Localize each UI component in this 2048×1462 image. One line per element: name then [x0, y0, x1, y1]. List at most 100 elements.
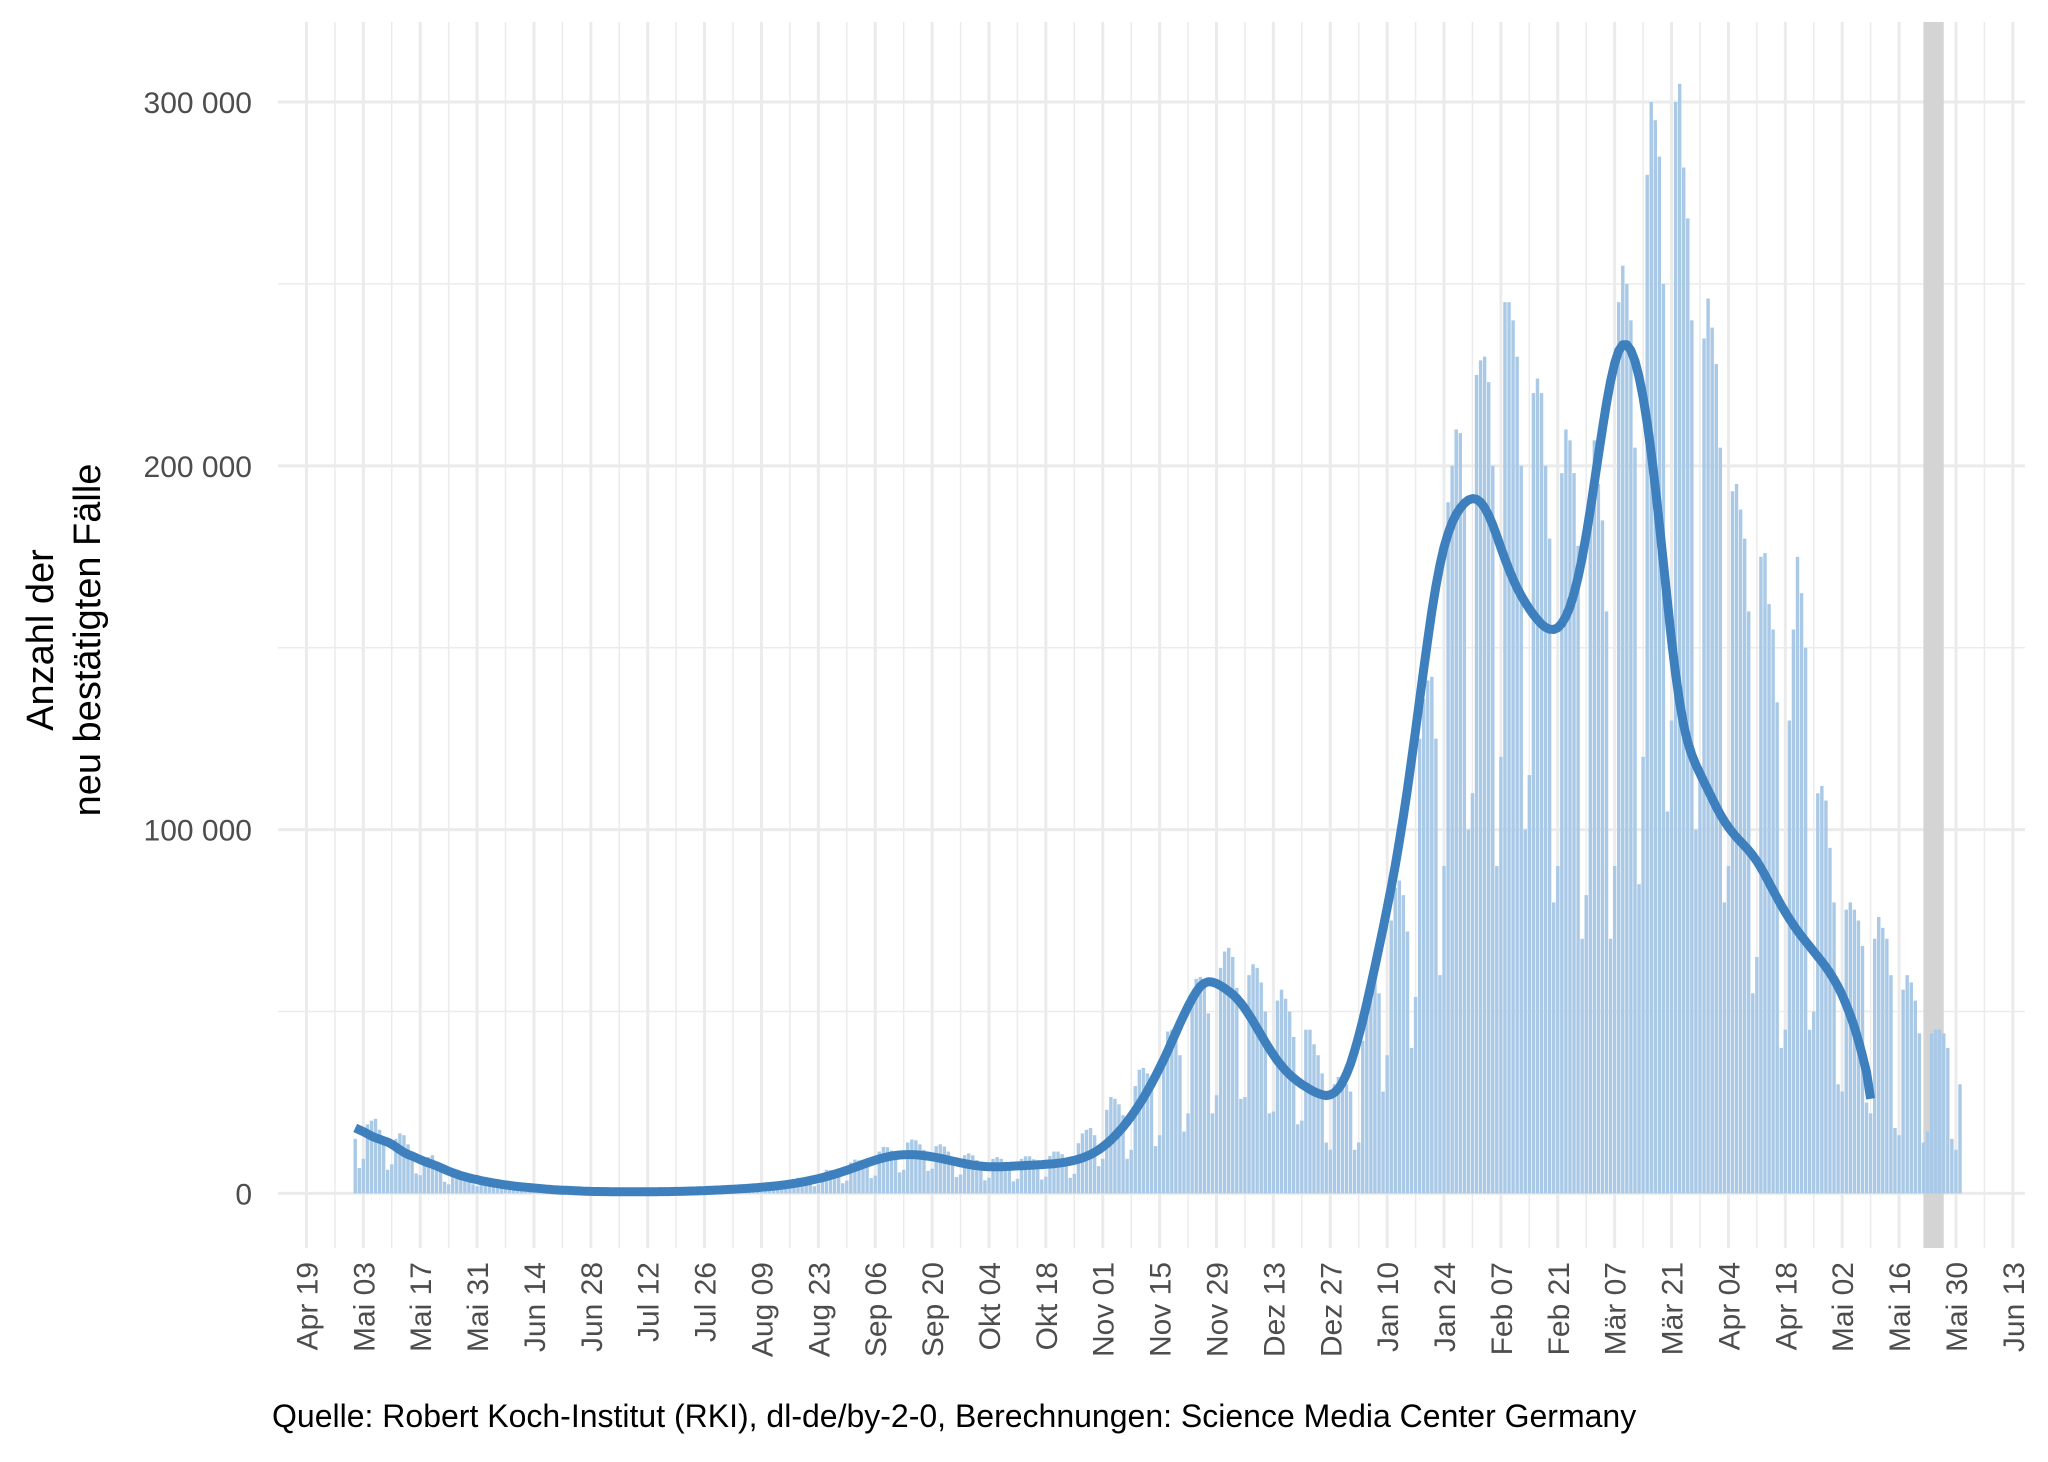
case-bar	[1369, 975, 1373, 1194]
case-bar	[1466, 829, 1471, 1194]
case-bar	[1816, 793, 1820, 1194]
case-bar	[414, 1173, 418, 1194]
case-bar	[1161, 1051, 1166, 1194]
x-tick-label: Okt 18	[1031, 1262, 1064, 1350]
case-bar	[1803, 647, 1808, 1194]
case-bar	[816, 1184, 821, 1194]
case-bar	[926, 1170, 930, 1194]
case-bar	[1133, 1086, 1137, 1194]
case-bar	[869, 1178, 873, 1194]
case-bar	[1893, 1127, 1897, 1194]
case-bar	[828, 1170, 833, 1194]
case-bar	[1702, 338, 1706, 1194]
x-tick-label: Sep 06	[860, 1262, 893, 1357]
case-bar	[1747, 611, 1751, 1194]
case-bar	[1787, 720, 1792, 1194]
case-bar	[1661, 283, 1666, 1194]
case-bar	[1836, 1084, 1840, 1194]
x-tick-label: Mär 21	[1657, 1262, 1690, 1355]
case-bar	[1596, 484, 1601, 1194]
case-bar	[1291, 1036, 1296, 1194]
case-bar	[784, 1188, 788, 1194]
case-bar	[958, 1174, 963, 1194]
case-bar	[1320, 1073, 1324, 1194]
case-bar	[406, 1144, 410, 1194]
case-bar	[901, 1169, 906, 1194]
case-bar	[483, 1178, 487, 1194]
case-bar	[1023, 1156, 1028, 1194]
y-axis-title-line-2: neu bestätigten Fälle	[67, 464, 109, 817]
case-bar	[1413, 996, 1418, 1194]
case-bar	[1503, 302, 1507, 1194]
case-bar	[1706, 298, 1710, 1194]
case-bar	[398, 1133, 402, 1194]
case-bar	[1905, 975, 1909, 1194]
case-bar	[914, 1140, 918, 1194]
case-bar	[1214, 1095, 1219, 1194]
case-bar	[885, 1147, 890, 1194]
case-bar	[1044, 1176, 1048, 1194]
case-bar	[1511, 320, 1515, 1194]
case-bar	[1913, 1000, 1918, 1194]
case-bar	[1633, 447, 1637, 1194]
x-tick-label: Jan 24	[1429, 1262, 1462, 1352]
case-bar	[889, 1150, 894, 1194]
case-bar	[1742, 538, 1747, 1194]
case-bar	[418, 1175, 422, 1194]
x-tick-label: Jul 12	[633, 1262, 666, 1342]
case-bar	[1820, 785, 1824, 1194]
case-bar	[422, 1160, 426, 1194]
x-tick-label: Okt 04	[974, 1262, 1007, 1350]
case-bar	[495, 1183, 500, 1194]
case-bar	[1336, 1077, 1341, 1194]
case-bar	[1698, 775, 1702, 1194]
case-bar	[1515, 356, 1519, 1194]
case-bar	[820, 1173, 825, 1194]
case-bar	[1872, 938, 1877, 1194]
case-bar	[1174, 1035, 1178, 1194]
case-bar	[1182, 1131, 1186, 1194]
x-axis-tick-labels: Apr 19 Mai 03 Mai 17 Mai 31 Jun 14 Jun 28 Jul …	[291, 1262, 2030, 1357]
x-tick-label: Apr 19	[291, 1262, 324, 1350]
x-tick-label: Jul 26	[690, 1262, 723, 1342]
case-bar	[804, 1180, 808, 1194]
case-bar	[1799, 593, 1804, 1194]
case-bar	[1373, 975, 1377, 1194]
case-bar	[1121, 1115, 1125, 1194]
case-bar	[1791, 629, 1796, 1194]
case-bar	[1840, 1091, 1844, 1194]
case-bar	[1036, 1163, 1040, 1194]
case-bar	[1889, 975, 1893, 1194]
case-bar	[991, 1158, 995, 1194]
x-tick-label: Dez 13	[1258, 1262, 1291, 1357]
case-bar	[1015, 1178, 1020, 1194]
case-bar	[1397, 880, 1402, 1194]
case-bar	[1381, 1091, 1385, 1194]
case-bar	[983, 1180, 987, 1194]
case-bar	[1194, 978, 1198, 1194]
case-bar	[1393, 887, 1397, 1194]
case-bar	[865, 1166, 869, 1194]
case-bar	[1348, 1091, 1353, 1194]
case-bar	[934, 1146, 938, 1194]
case-bar	[1153, 1146, 1158, 1194]
case-bar	[373, 1118, 378, 1194]
case-bar	[1852, 909, 1857, 1194]
case-bar	[1543, 465, 1548, 1194]
case-bar	[1296, 1124, 1300, 1194]
case-bar	[1657, 156, 1662, 1194]
case-bar	[1117, 1104, 1121, 1194]
case-bar	[1523, 829, 1527, 1194]
case-bar	[1052, 1151, 1056, 1194]
case-bar	[1637, 884, 1641, 1194]
case-bar	[1527, 775, 1532, 1194]
daily-case-bars	[353, 83, 1962, 1194]
x-tick-label: Nov 01	[1088, 1262, 1121, 1357]
case-bar	[1417, 738, 1422, 1194]
case-bar	[1454, 429, 1458, 1194]
case-bar	[1771, 629, 1775, 1194]
case-bar	[1868, 1113, 1873, 1194]
case-bar	[471, 1184, 475, 1194]
case-bar	[1767, 604, 1771, 1194]
case-bar	[1267, 1113, 1272, 1194]
